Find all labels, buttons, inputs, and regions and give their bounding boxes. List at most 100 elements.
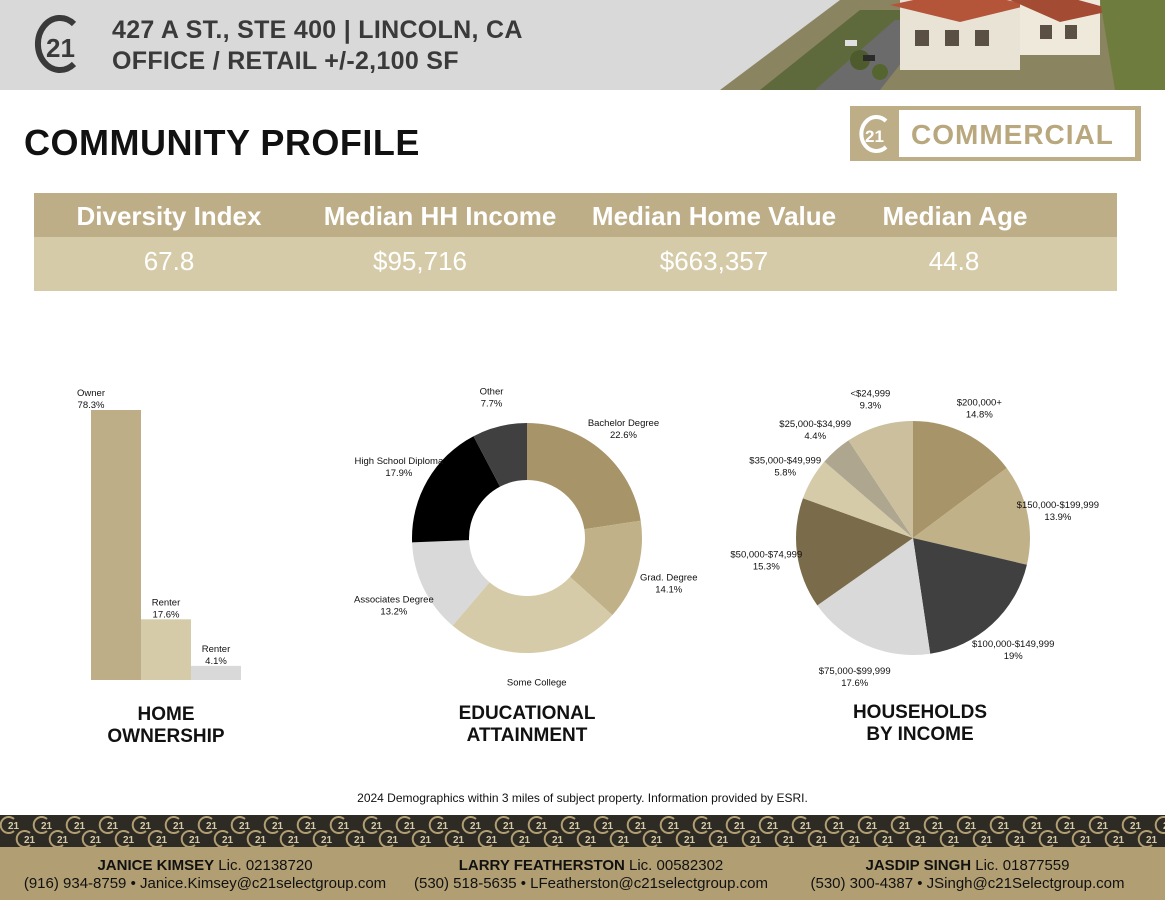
c21-pattern-strip: 21 21 21 21 21 21 21 21 21 21 21 21 21 21 21 21 21 21 21 21… xyxy=(0,815,1165,847)
pattern-21-mark: 21 xyxy=(420,835,432,846)
pattern-21-mark: 21 xyxy=(569,821,581,832)
edu-label-some-college: Some College24.5% xyxy=(507,678,567,690)
pattern-21-mark: 21 xyxy=(833,821,845,832)
pattern-c-icon xyxy=(147,830,163,847)
pattern-c-icon xyxy=(576,830,592,847)
pattern-21-mark: 21 xyxy=(503,821,515,832)
contact-license: Lic. 02138720 xyxy=(214,857,313,874)
pattern-21-mark: 21 xyxy=(1064,821,1076,832)
pattern-c-icon xyxy=(791,816,807,834)
pattern-21-mark: 21 xyxy=(222,835,234,846)
page-title: COMMUNITY PROFILE xyxy=(24,122,420,163)
edu-label-grad-degree: Grad. Degree 14.1% xyxy=(640,573,698,596)
pattern-21-mark: 21 xyxy=(536,821,548,832)
pattern-21-mark: 21 xyxy=(173,821,185,832)
pattern-c-icon xyxy=(659,816,675,834)
pattern-21-mark: 21 xyxy=(717,835,729,846)
pattern-c-icon xyxy=(395,816,411,834)
pattern-c-icon xyxy=(312,830,328,847)
pattern-21-mark: 21 xyxy=(90,835,102,846)
pattern-21-mark: 21 xyxy=(800,821,812,832)
chart-title-edu-line1: EDUCATIONAL xyxy=(458,703,596,724)
income-slice-75-000-99-999 xyxy=(817,538,931,655)
pattern-c-icon xyxy=(527,816,543,834)
income-label-50-000-74-999: $50,000-$74,999 15.3% xyxy=(730,550,802,573)
pattern-21-mark: 21 xyxy=(24,835,36,846)
pattern-21-mark: 21 xyxy=(767,821,779,832)
contact-license: Lic. 00582302 xyxy=(624,857,724,874)
pattern-21-mark: 21 xyxy=(1146,835,1158,846)
pattern-c-icon xyxy=(774,830,790,847)
pattern-21-mark: 21 xyxy=(981,835,993,846)
pattern-c-icon xyxy=(1055,816,1071,834)
pattern-c-icon xyxy=(444,830,460,847)
income-label-200-000: $200,000+ 14.8% xyxy=(957,398,1003,421)
pattern-21-mark: 21 xyxy=(189,835,201,846)
pattern-21-mark: 21 xyxy=(1080,835,1092,846)
stat-value-median-age: 44.8 xyxy=(928,246,980,276)
contact-name: JANICE KIMSEY xyxy=(97,857,215,874)
bar-renter-2 xyxy=(191,665,241,680)
contact-name: JASDIP SINGH xyxy=(865,857,972,874)
pattern-c-icon xyxy=(213,830,229,847)
stats-table: Diversity Index Median HH Income Median … xyxy=(34,193,1117,291)
pattern-21-mark: 21 xyxy=(206,821,218,832)
pattern-21-mark: 21 xyxy=(272,821,284,832)
pattern-21-mark: 21 xyxy=(965,821,977,832)
pattern-21-mark: 21 xyxy=(107,821,119,832)
chart-title-edu-line2: ATTAINMENT xyxy=(466,725,588,746)
stat-label-diversity-index: Diversity Index xyxy=(76,201,262,231)
contact-name: LARRY FEATHERSTON xyxy=(458,857,625,874)
bar-label-renter-2: Renter 4.1% xyxy=(202,644,231,667)
pattern-21-mark: 21 xyxy=(519,835,531,846)
pattern-21-mark: 21 xyxy=(288,835,300,846)
bar-label-renter-1: Renter 17.6% xyxy=(152,597,181,620)
pattern-21-mark: 21 xyxy=(1014,835,1026,846)
pattern-c-icon xyxy=(1121,816,1137,834)
pattern-c-icon xyxy=(1088,816,1104,834)
pattern-c-icon xyxy=(1005,830,1021,847)
pattern-21-mark: 21 xyxy=(585,835,597,846)
stat-value-median-home-value: $663,357 xyxy=(659,246,769,276)
chart-title-home-line2: OWNERSHIP xyxy=(107,726,225,747)
pattern-21-mark: 21 xyxy=(255,835,267,846)
pattern-21-mark: 21 xyxy=(668,821,680,832)
pattern-21-mark: 21 xyxy=(371,821,383,832)
pattern-21-mark: 21 xyxy=(123,835,135,846)
income-label-150-000-199-999: $150,000-$199,999 13.9% xyxy=(1017,500,1099,523)
pattern-c-icon xyxy=(1038,830,1054,847)
edu-slice-grad-degree xyxy=(570,520,642,616)
bar-renter-1 xyxy=(141,619,191,680)
pattern-21-mark: 21 xyxy=(684,835,696,846)
income-slice-200-000 xyxy=(913,421,1007,538)
income-label-24-999: <$24,999 9.3% xyxy=(850,388,890,411)
pattern-21-mark: 21 xyxy=(437,821,449,832)
pattern-c-icon xyxy=(741,830,757,847)
pattern-21-mark: 21 xyxy=(948,835,960,846)
pattern-c-icon xyxy=(279,830,295,847)
income-label-25-000-34-999: $25,000-$34,999 4.4% xyxy=(779,419,851,442)
income-slice-24-999 xyxy=(848,421,913,538)
pattern-21-mark: 21 xyxy=(74,821,86,832)
pattern-c-icon xyxy=(329,816,345,834)
contact-details: (530) 300-4387 • JSingh@c21Selectgroup.c… xyxy=(810,875,1125,892)
pattern-c-icon xyxy=(345,830,361,847)
pattern-21-mark: 21 xyxy=(701,821,713,832)
pattern-21-mark: 21 xyxy=(404,821,416,832)
pattern-21-mark: 21 xyxy=(734,821,746,832)
pattern-21-mark: 21 xyxy=(635,821,647,832)
bar-label-owner-0: Owner 78.3% xyxy=(77,388,105,411)
edu-slice-bachelor-degree xyxy=(527,423,641,530)
pattern-21-mark: 21 xyxy=(8,821,20,832)
income-label-75-000-99-999: $75,000-$99,999 17.6% xyxy=(819,666,891,689)
edu-label-associates-degree: Associates Degree 13.2% xyxy=(354,595,434,618)
chart-title-inc-line2: BY INCOME xyxy=(866,724,974,745)
pattern-21-mark: 21 xyxy=(239,821,251,832)
pattern-c-icon xyxy=(428,816,444,834)
footnote: 2024 Demographics within 3 miles of subj… xyxy=(357,791,808,805)
pattern-c-icon xyxy=(708,830,724,847)
pattern-c-icon xyxy=(1104,830,1120,847)
pattern-c-icon xyxy=(131,816,147,834)
stat-label-median-age: Median Age xyxy=(882,201,1028,231)
pattern-c-icon xyxy=(510,830,526,847)
